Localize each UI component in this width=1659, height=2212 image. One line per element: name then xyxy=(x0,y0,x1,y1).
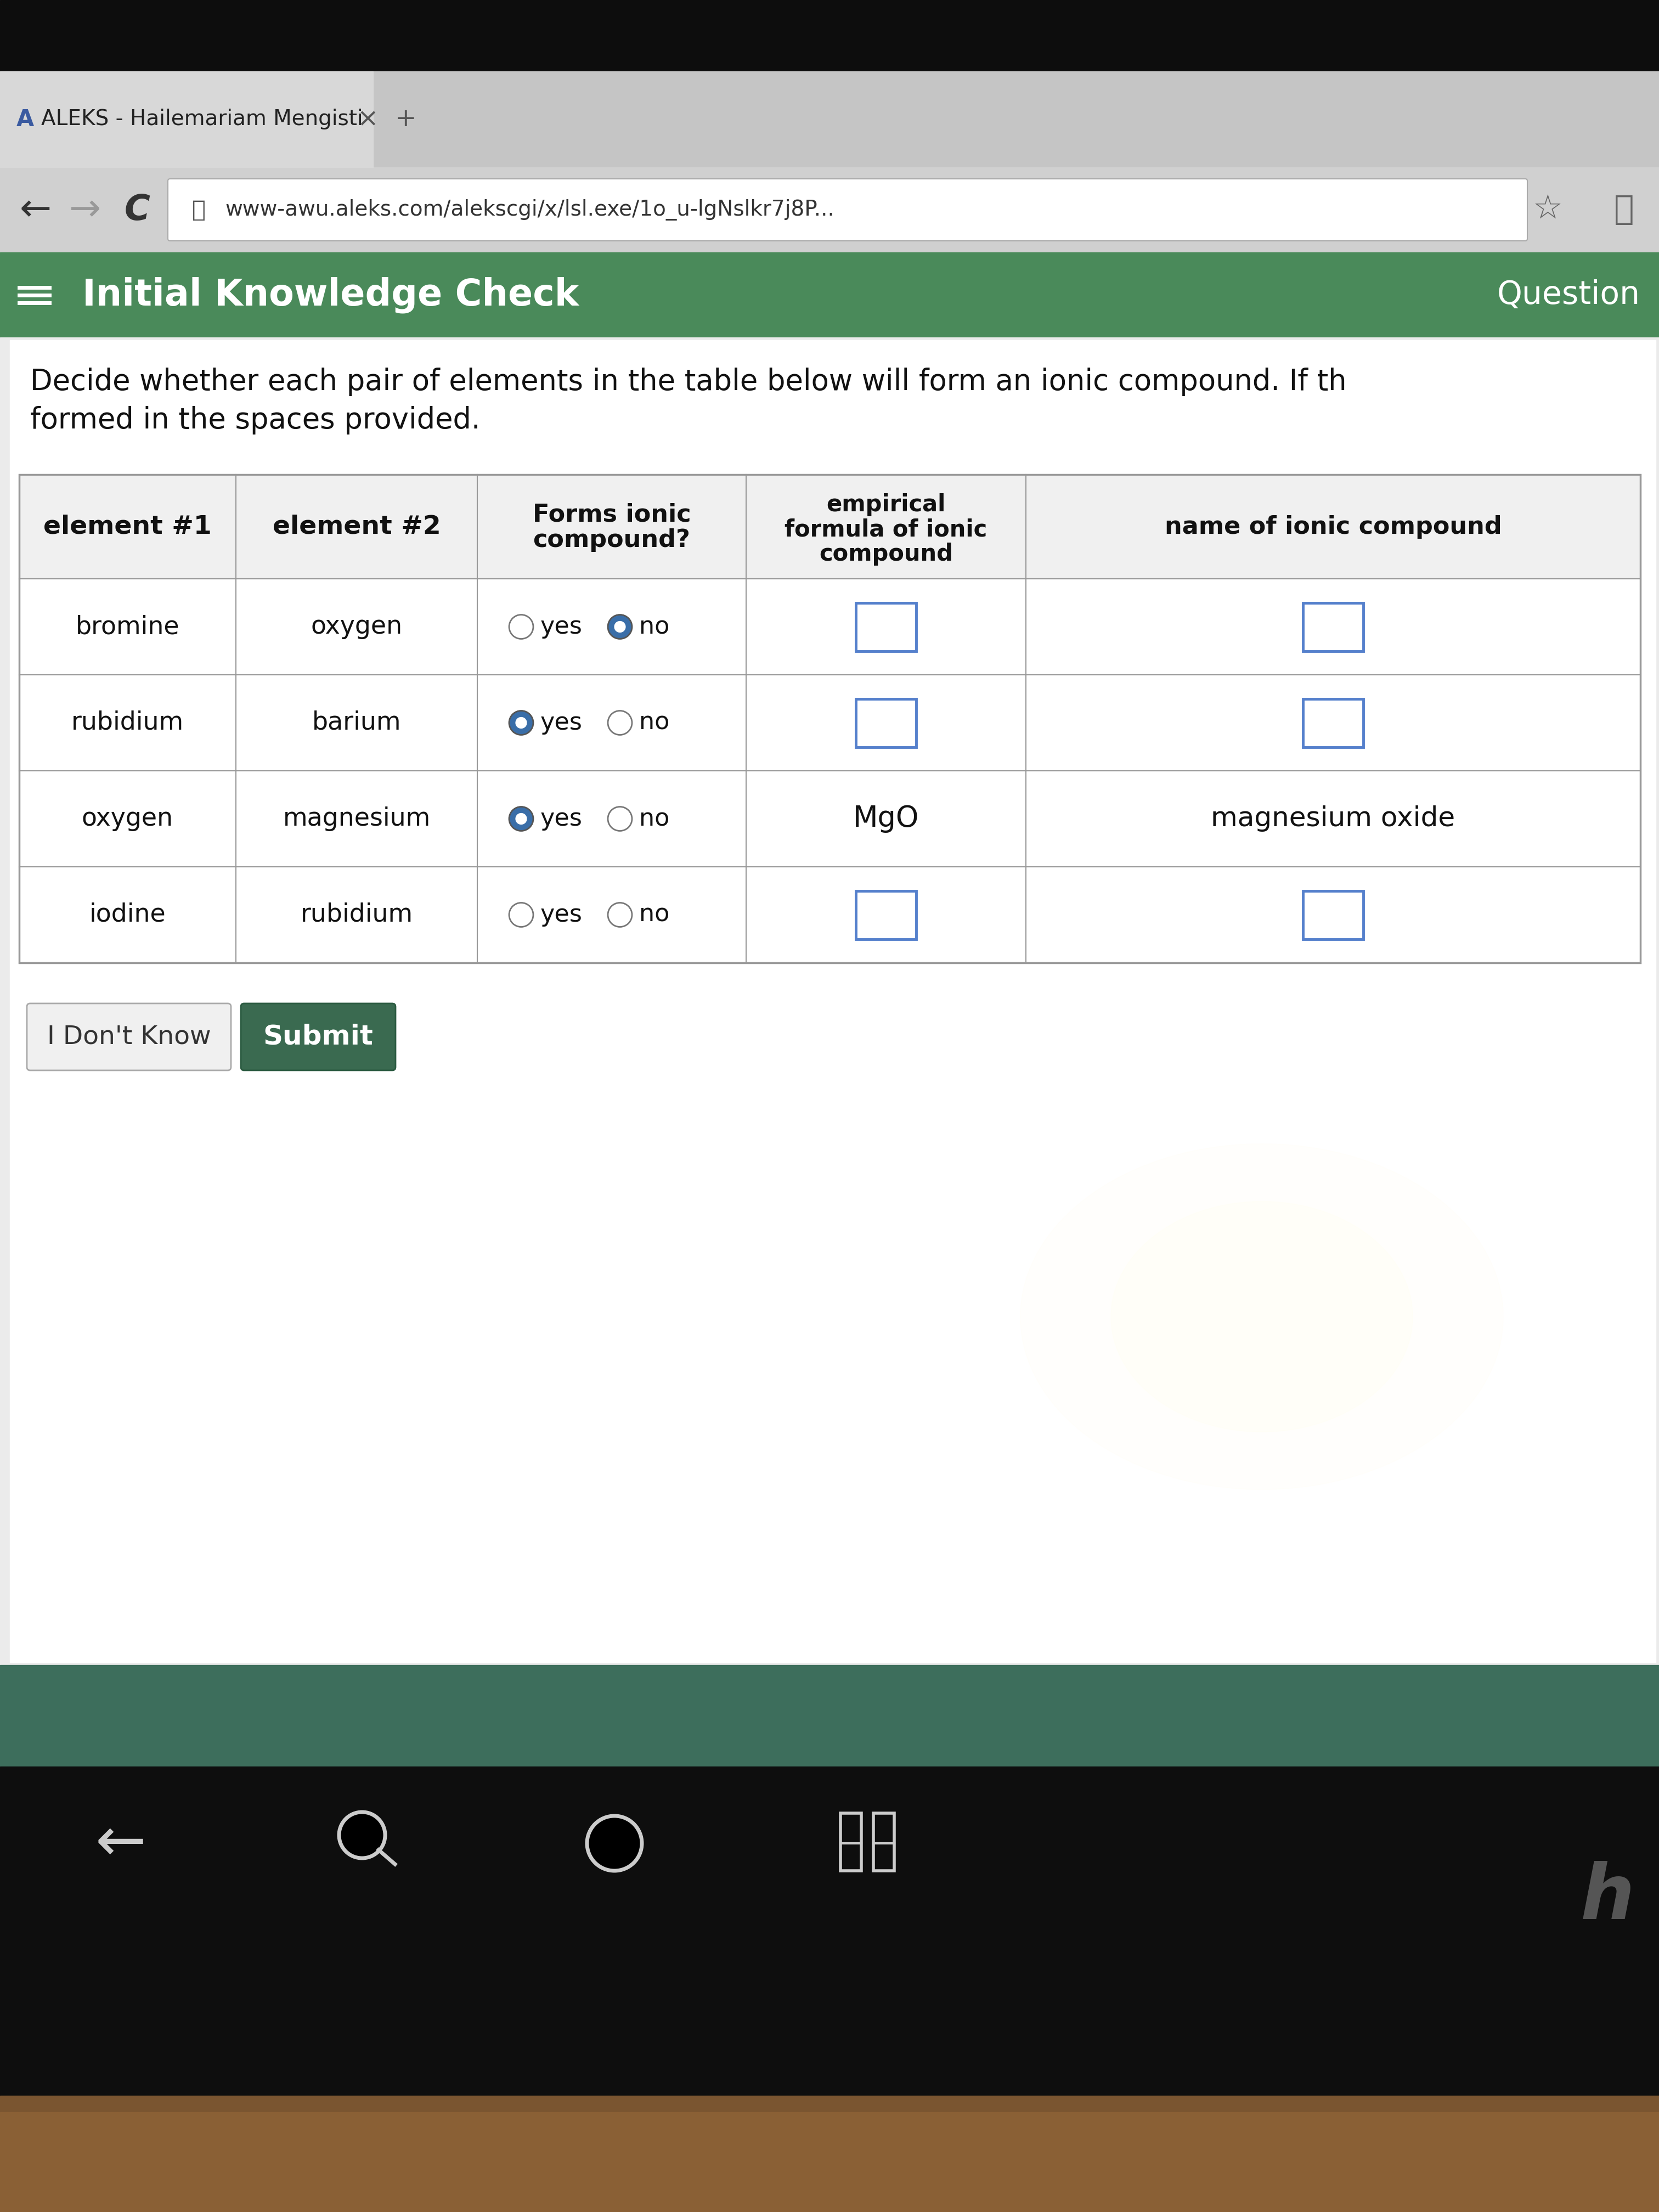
Bar xyxy=(873,1814,894,1871)
Text: Initial Knowledge Check: Initial Knowledge Check xyxy=(83,276,579,314)
Text: empirical: empirical xyxy=(826,493,946,515)
Text: compound: compound xyxy=(820,542,952,566)
Text: Forms ionic: Forms ionic xyxy=(533,502,690,526)
Text: compound?: compound? xyxy=(533,529,690,553)
Text: formed in the spaces provided.: formed in the spaces provided. xyxy=(30,407,481,434)
Circle shape xyxy=(509,807,533,832)
Text: no: no xyxy=(639,902,670,927)
Text: name of ionic compound: name of ionic compound xyxy=(1165,515,1501,538)
Bar xyxy=(1302,699,1364,748)
Circle shape xyxy=(509,615,533,639)
Text: +: + xyxy=(395,106,416,133)
Circle shape xyxy=(607,710,632,734)
Text: www-awu.aleks.com/alekscgi/x/lsl.exe/1o_u-lgNslkr7j8P...: www-awu.aleks.com/alekscgi/x/lsl.exe/1o_… xyxy=(226,199,834,221)
Text: A: A xyxy=(17,108,35,131)
Text: rubidium: rubidium xyxy=(71,710,184,734)
Bar xyxy=(856,602,916,650)
Circle shape xyxy=(516,814,526,825)
Bar xyxy=(856,699,916,748)
Text: oxygen: oxygen xyxy=(81,807,174,832)
Bar xyxy=(20,476,1641,962)
Circle shape xyxy=(587,1816,642,1871)
Circle shape xyxy=(607,902,632,927)
Bar xyxy=(10,341,1656,1661)
Text: I Don't Know: I Don't Know xyxy=(46,1024,211,1048)
Text: bromine: bromine xyxy=(76,615,179,639)
Circle shape xyxy=(516,717,526,728)
Text: ☆: ☆ xyxy=(1531,195,1563,226)
Circle shape xyxy=(607,807,632,832)
Circle shape xyxy=(509,710,533,734)
Text: Decide whether each pair of elements in the table below will form an ionic compo: Decide whether each pair of elements in … xyxy=(30,367,1347,396)
Text: formula of ionic: formula of ionic xyxy=(785,518,987,542)
Circle shape xyxy=(509,902,533,927)
Text: →: → xyxy=(70,192,101,228)
Circle shape xyxy=(614,622,625,633)
Text: MgO: MgO xyxy=(853,805,919,834)
Text: ←: ← xyxy=(95,1814,146,1874)
Text: C: C xyxy=(124,192,149,228)
FancyBboxPatch shape xyxy=(168,179,1528,241)
Ellipse shape xyxy=(1020,1144,1503,1489)
Bar xyxy=(0,338,1659,1666)
Text: oxygen: oxygen xyxy=(310,615,403,639)
Text: no: no xyxy=(639,615,670,639)
Bar xyxy=(1302,602,1364,650)
Circle shape xyxy=(338,1812,385,1858)
Bar xyxy=(0,1767,1659,2095)
Text: element #1: element #1 xyxy=(43,515,212,540)
Text: Submit: Submit xyxy=(264,1024,373,1051)
Text: ⌕: ⌕ xyxy=(1614,195,1634,226)
Text: ←: ← xyxy=(20,192,51,228)
Bar xyxy=(0,71,1659,168)
Bar xyxy=(0,0,1659,71)
Text: element #2: element #2 xyxy=(272,515,441,540)
Text: ×: × xyxy=(357,106,378,133)
Bar xyxy=(841,1814,861,1871)
Text: barium: barium xyxy=(312,710,401,734)
Text: Question: Question xyxy=(1496,279,1641,310)
Text: ALEKS - Hailemariam Mengisti: ALEKS - Hailemariam Mengisti xyxy=(41,108,363,131)
Text: no: no xyxy=(639,710,670,734)
Text: magnesium: magnesium xyxy=(282,807,430,832)
Text: iodine: iodine xyxy=(90,902,166,927)
Bar xyxy=(20,476,1641,962)
FancyBboxPatch shape xyxy=(241,1004,395,1071)
Circle shape xyxy=(607,615,632,639)
Bar xyxy=(0,2112,1659,2212)
Bar xyxy=(856,891,916,938)
Text: yes: yes xyxy=(541,615,582,639)
Text: magnesium oxide: magnesium oxide xyxy=(1211,805,1455,832)
Bar xyxy=(0,71,373,168)
Bar xyxy=(0,168,1659,252)
Text: rubidium: rubidium xyxy=(300,902,413,927)
FancyBboxPatch shape xyxy=(27,1004,231,1071)
Ellipse shape xyxy=(1112,1201,1413,1431)
Bar xyxy=(20,476,1641,580)
Text: yes: yes xyxy=(541,710,582,734)
Bar xyxy=(0,252,1659,338)
Text: no: no xyxy=(639,807,670,830)
Bar xyxy=(0,1666,1659,1767)
Text: yes: yes xyxy=(541,902,582,927)
Text: yes: yes xyxy=(541,807,582,830)
Bar xyxy=(1302,891,1364,938)
Text: h: h xyxy=(1581,1860,1634,1936)
Text: 🔒: 🔒 xyxy=(192,199,206,221)
Bar xyxy=(0,2095,1659,2212)
